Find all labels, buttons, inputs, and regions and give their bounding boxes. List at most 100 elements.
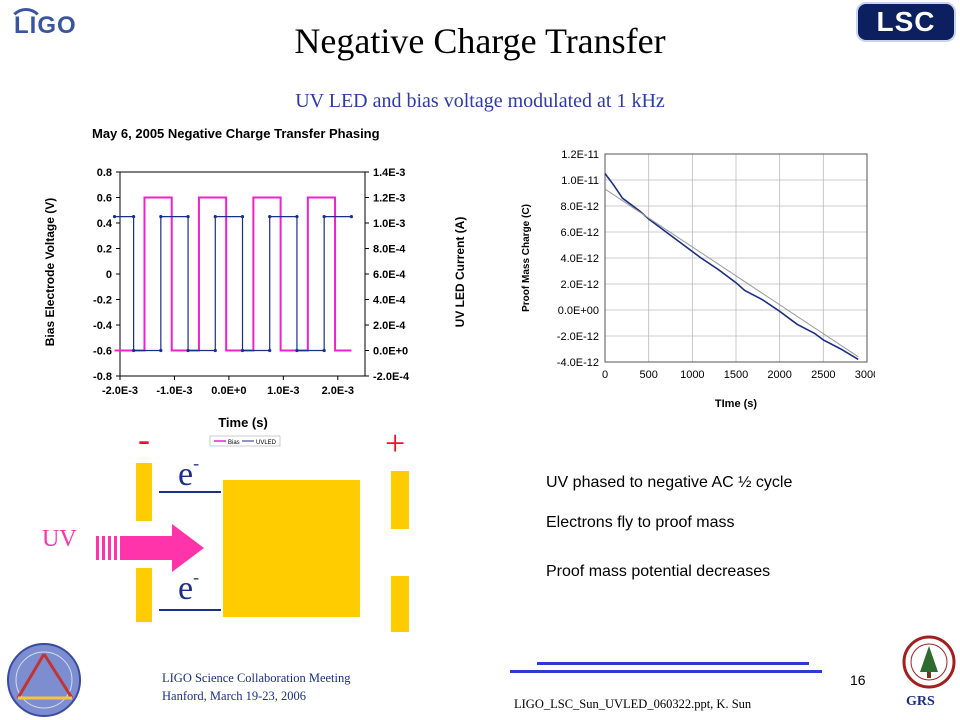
x-tick-label: 1500 [724,369,748,381]
uvled-point [322,348,326,353]
bullet-3: Proof mass potential decreases [546,563,771,580]
y-tick-label: 0.0E+00 [558,305,599,317]
uvled-point [159,348,163,353]
series-uvled [114,216,352,352]
y-tick-label: 4.0E-12 [560,253,599,265]
minus-sign: - [138,419,150,459]
proof-mass-chart-ylabel: Proof Mass Charge (C) [521,204,532,312]
x-tick-label: -1.0E-3 [156,385,192,397]
proof-mass-chart-axes [604,153,868,363]
bullet-2: Electrons fly to proof mass [546,514,735,531]
x-tick-label: 500 [639,369,657,381]
electron-bottom: e- [178,566,200,608]
slide-subtitle: UV LED and bias voltage modulated at 1 k… [295,90,665,112]
slide-title: Negative Charge Transfer [294,21,666,61]
uvled-point [349,215,353,219]
x-tick-label: 2500 [811,369,835,381]
uvled-point [295,215,299,219]
uvled-point [268,348,272,353]
y2-tick-label: 1.2E-3 [373,193,405,205]
uv-label: UV [42,526,77,552]
y2-tick-label: 6.0E-4 [373,269,406,281]
footer-filename: LIGO_LSC_Sun_UVLED_060322.ppt, K. Sun [514,697,752,711]
series-bias [114,196,352,352]
y-tick-label: 6.0E-12 [560,227,599,239]
y2-tick-label: 8.0E-4 [373,244,406,256]
y-tick-label: 1.0E-11 [561,175,599,187]
x-tick-label: 2.0E-3 [322,385,354,397]
charge-series [604,173,859,361]
legend-bias-label: Bias [228,440,240,446]
ligo-logo-arc-icon [8,8,44,44]
y2-tick-label: -2.0E-4 [373,371,410,383]
slide-number: 16 [850,672,866,688]
left-electrode-bottom [136,568,152,622]
x-tick-label: 3000 [855,369,875,381]
footer-rule-top [537,662,809,665]
uvled-point [112,215,117,219]
legend-uvled-label: UVLED [256,440,277,446]
bullet-1: UV phased to negative AC ½ cycle [546,474,793,491]
x-tick-label: -2.0E-3 [102,385,138,397]
electron-bottom-label: e [178,570,194,607]
proof-mass-chart-xlabel: TIme (s) [715,398,758,410]
footer-meeting-line1: LIGO Science Collaboration Meeting [162,671,351,685]
uvled-point [240,215,245,219]
uv-arrow-icon [96,524,204,572]
y-tick-label: -0.4 [93,320,113,332]
electron-top: e- [178,452,200,494]
grs-label: GRS [906,694,935,709]
y2-tick-label: 2.0E-4 [373,320,406,332]
y-tick-label: 8.0E-12 [560,201,599,213]
x-tick-label: 0.0E+0 [211,385,246,397]
stanford-seal-icon [902,635,956,689]
uvled-point [240,348,245,353]
electron-top-charge: - [193,452,200,473]
y-tick-label: 2.0E-12 [560,279,599,291]
uvled-point [213,348,217,353]
y-tick-label: -0.6 [93,346,112,358]
x-tick-label: 2000 [767,369,791,381]
phasing-chart-y2label: UV LED Current (A) [453,217,467,328]
plot-frame [604,153,868,363]
uvled-point [186,215,190,219]
right-electrode-top [391,471,409,529]
x-tick-label: 1000 [680,369,704,381]
uvled-point [186,348,190,353]
phasing-chart-series [112,196,353,353]
left-electrode-top [136,463,152,521]
proof-mass-chart-series [604,173,859,361]
electron-bottom-charge: - [193,566,200,587]
footer-rule-bottom [510,670,822,673]
y-tick-label: 0.8 [97,167,112,179]
electron-top-label: e [178,456,194,493]
right-electrode-bottom [391,576,409,632]
y-tick-label: -0.8 [93,371,112,383]
y-tick-label: 0.4 [97,218,113,230]
phasing-chart-legend: Bias UVLED [209,435,281,447]
uvled-point [132,348,136,353]
y2-tick-label: 1.0E-3 [373,218,405,230]
proof-mass-chart: 0 500 1000 1500 2000 2500 3000 1.2E-11 1.0E-11 8.… [521,149,875,410]
phasing-chart-xlabel: Time (s) [218,415,268,430]
fit-line [604,188,859,358]
y-tick-label: 1.2E-11 [561,149,599,161]
y-tick-label: -2.0E-12 [557,331,599,343]
phasing-chart: -2.0E-3 -1.0E-3 0.0E+0 1.0E-3 2.0E-3 0.8 0.6 0.… [43,167,467,447]
y-tick-label: -4.0E-12 [557,357,599,369]
electron-top-path [159,491,221,493]
plus-sign: + [385,423,406,463]
uvled-point [132,215,136,219]
uvled-point [268,215,272,219]
footer-meeting-line2: Hanford, March 19-23, 2006 [162,689,307,703]
y-tick-label: 0 [106,269,112,281]
x-tick-label: 0 [602,369,608,381]
ligo-globe-logo-icon [7,643,81,717]
uvled-point [213,215,217,219]
uvled-point [322,215,326,219]
ligo-logo: LIGO [8,8,77,40]
proof-mass [223,480,360,617]
lsc-logo: LSC [856,2,956,42]
uvled-point [295,348,299,353]
electron-bottom-path [159,609,221,611]
